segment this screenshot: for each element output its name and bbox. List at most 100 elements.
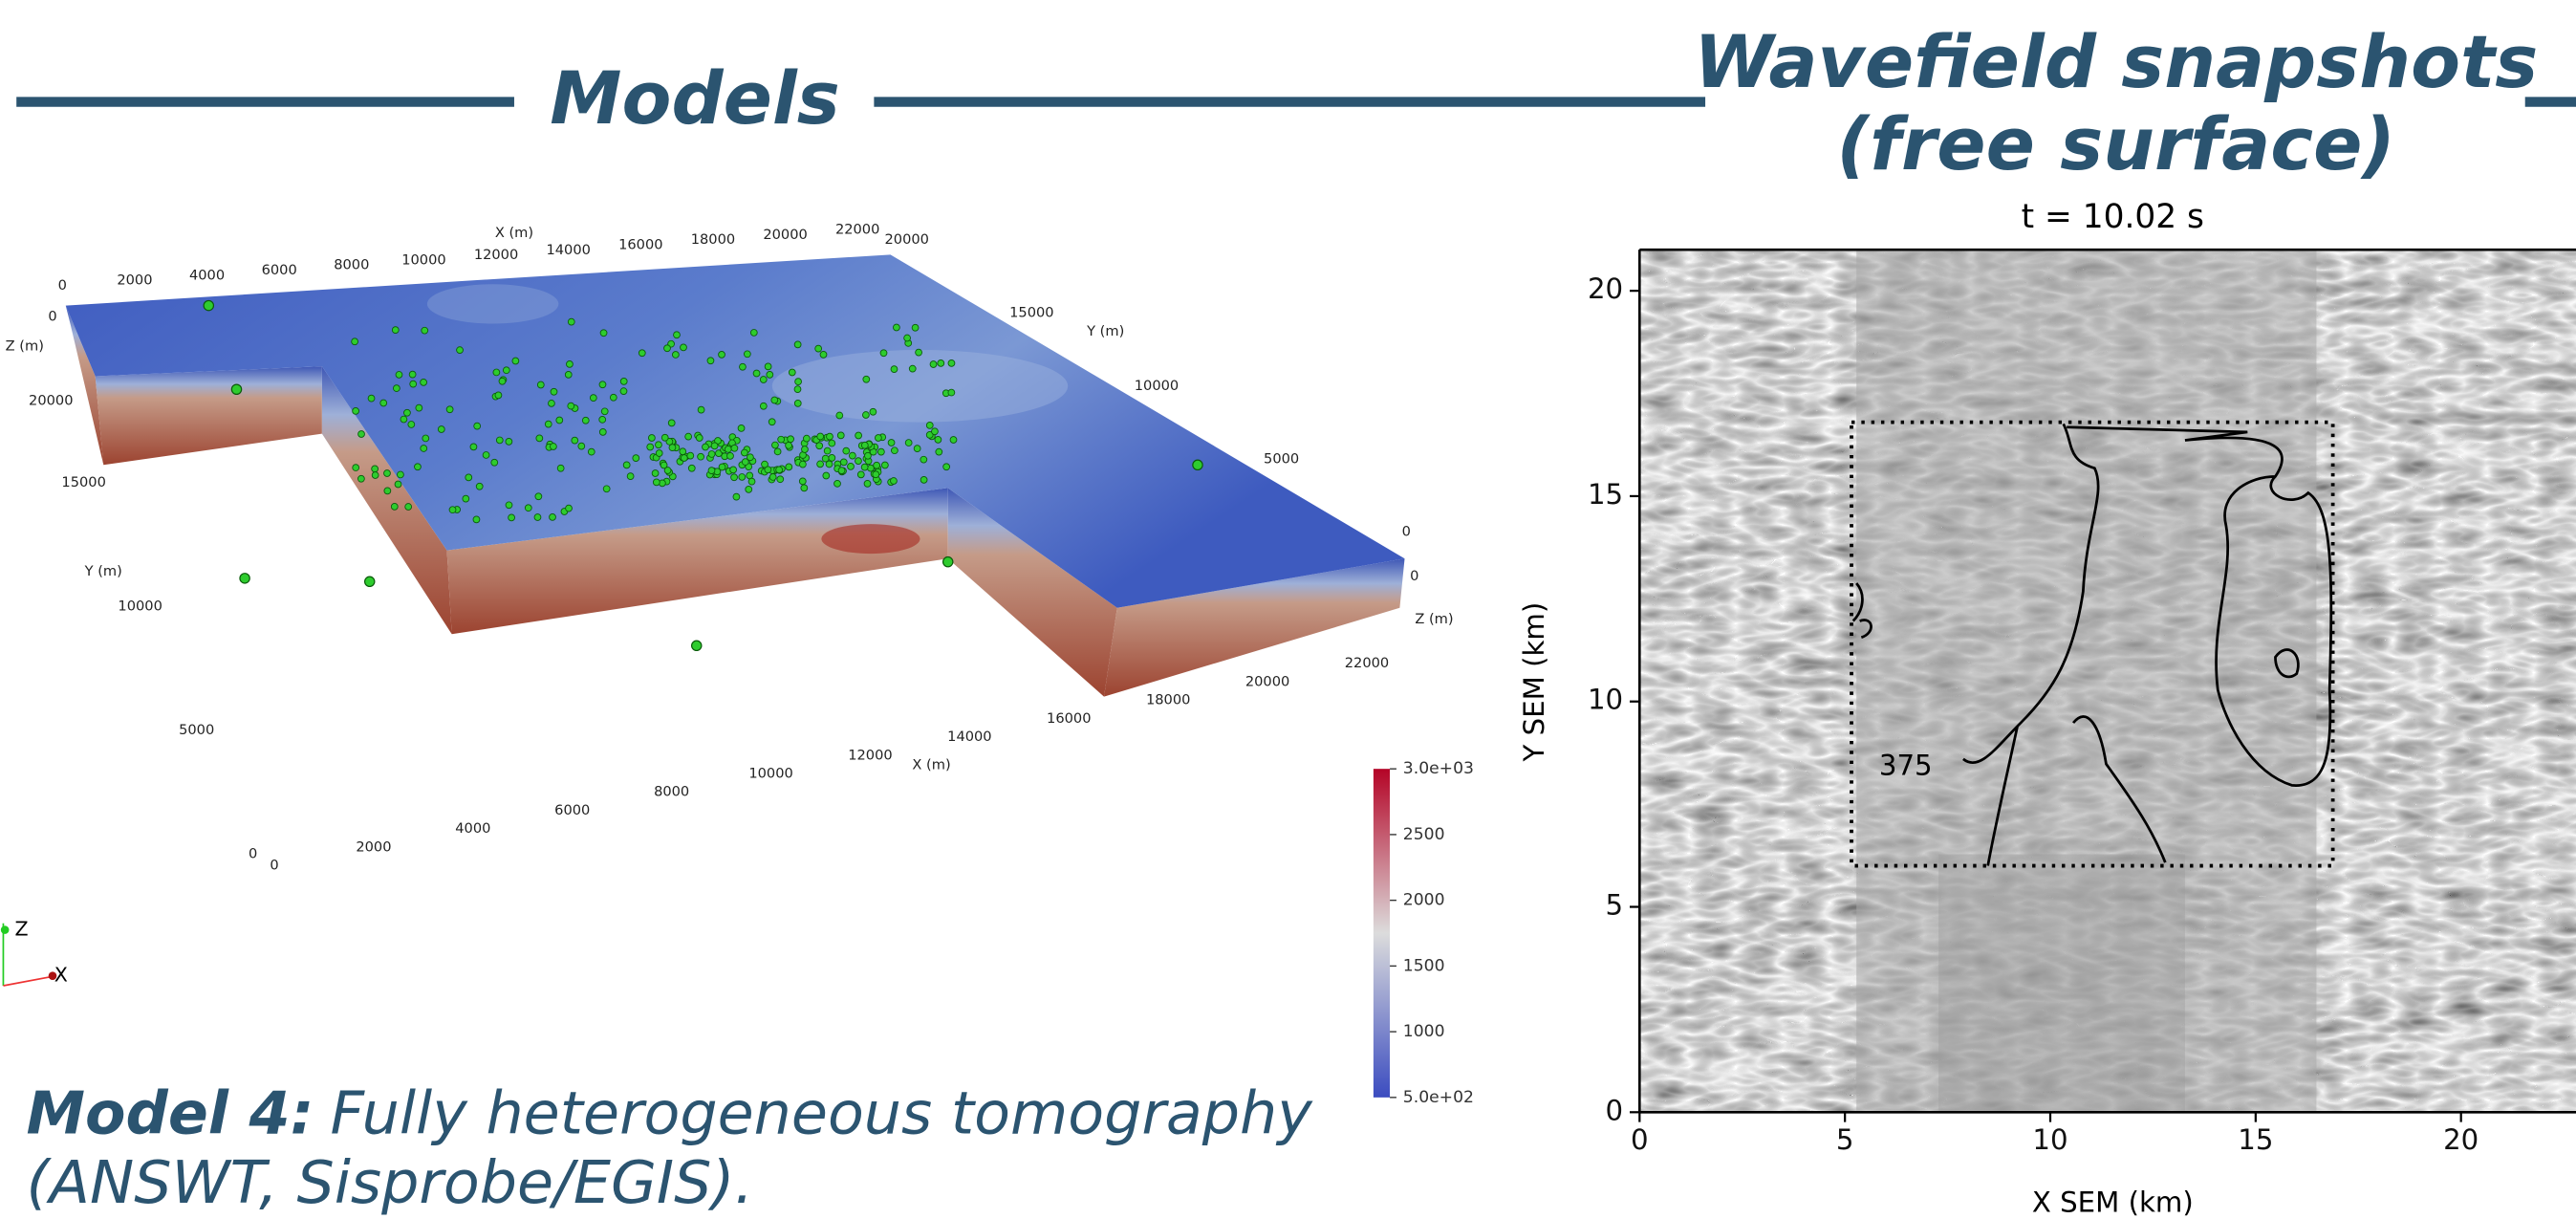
station <box>352 407 359 415</box>
station <box>823 446 832 455</box>
station <box>890 365 898 373</box>
station <box>407 421 416 428</box>
station <box>203 299 215 312</box>
station <box>793 385 802 393</box>
model-axis-tick: 2000 <box>117 272 152 289</box>
station <box>472 515 481 524</box>
station <box>638 349 646 358</box>
station <box>581 416 590 424</box>
station <box>549 513 556 521</box>
model-axis-tick: 20000 <box>885 231 929 248</box>
station <box>533 513 542 521</box>
station <box>565 504 573 512</box>
station <box>420 379 427 386</box>
station <box>702 443 709 451</box>
station <box>577 442 586 450</box>
station <box>404 503 413 511</box>
model-axis-tick: 10000 <box>118 599 162 615</box>
station <box>632 454 640 462</box>
station <box>903 334 911 342</box>
station <box>801 446 809 453</box>
block-face <box>1104 558 1405 697</box>
station <box>764 362 772 371</box>
station <box>866 464 875 472</box>
station <box>598 381 607 389</box>
header: Wavefield snapshots <box>1694 20 2538 104</box>
model-axis-tick: 0 <box>270 858 278 874</box>
station <box>825 460 833 468</box>
station <box>877 447 885 456</box>
station <box>409 380 418 388</box>
station <box>482 451 490 459</box>
station <box>397 470 404 479</box>
model-axis-label: Y (m) <box>1086 323 1124 339</box>
station <box>415 403 423 412</box>
station <box>462 494 470 503</box>
station <box>706 357 715 365</box>
station <box>855 431 862 440</box>
wavefield-smooth <box>1856 250 2317 1113</box>
station <box>766 371 774 379</box>
station <box>729 466 737 474</box>
station <box>655 441 662 449</box>
station <box>571 436 579 445</box>
station <box>949 436 958 444</box>
station <box>598 428 607 436</box>
station <box>598 415 607 424</box>
wavefield-smooth <box>1938 854 2185 1113</box>
station <box>667 419 676 427</box>
model-axis-tick: 4000 <box>189 267 225 283</box>
model-axis-label: X (m) <box>495 225 533 241</box>
station <box>505 437 513 446</box>
station <box>737 424 746 432</box>
station <box>697 452 704 461</box>
station <box>465 473 473 482</box>
x-tick-label: 15 <box>2238 1123 2273 1156</box>
station <box>752 369 761 378</box>
station <box>602 485 611 493</box>
station <box>422 434 430 443</box>
station <box>445 405 454 414</box>
station <box>357 430 365 438</box>
contours <box>1851 423 2333 866</box>
station <box>490 458 499 467</box>
station <box>535 434 544 443</box>
block-face <box>947 488 1117 697</box>
contour <box>2071 715 2167 863</box>
station <box>710 442 719 450</box>
x-tick-label: 0 <box>1631 1123 1649 1156</box>
station <box>768 418 776 426</box>
caption: Model 4: Fully heterogeneous tomography <box>27 1079 1314 1148</box>
station <box>660 461 668 469</box>
station <box>390 503 399 511</box>
station <box>814 344 823 353</box>
model-axis-tick: 20000 <box>1245 673 1289 689</box>
station <box>679 447 687 456</box>
station <box>673 331 681 339</box>
station <box>239 573 250 584</box>
station <box>671 351 680 359</box>
station <box>724 445 732 453</box>
station <box>686 451 695 460</box>
station <box>707 467 716 474</box>
plot-ticks: 0 5 10 15 20 0 5 10 15 20 <box>1588 272 2479 1156</box>
station <box>908 364 917 373</box>
station <box>536 381 545 389</box>
station <box>351 337 358 346</box>
station <box>738 473 747 481</box>
station <box>400 415 408 424</box>
station <box>793 340 802 349</box>
station <box>660 433 669 442</box>
station <box>931 427 939 436</box>
station <box>741 458 749 466</box>
model-axis-tick: 10000 <box>1135 378 1179 394</box>
station <box>833 479 841 488</box>
station <box>511 357 520 365</box>
station <box>403 408 411 417</box>
station <box>648 434 656 442</box>
station <box>935 447 943 456</box>
station <box>739 362 747 371</box>
station <box>761 460 768 468</box>
model-axis-tick: 15000 <box>61 474 105 490</box>
station <box>942 463 951 471</box>
